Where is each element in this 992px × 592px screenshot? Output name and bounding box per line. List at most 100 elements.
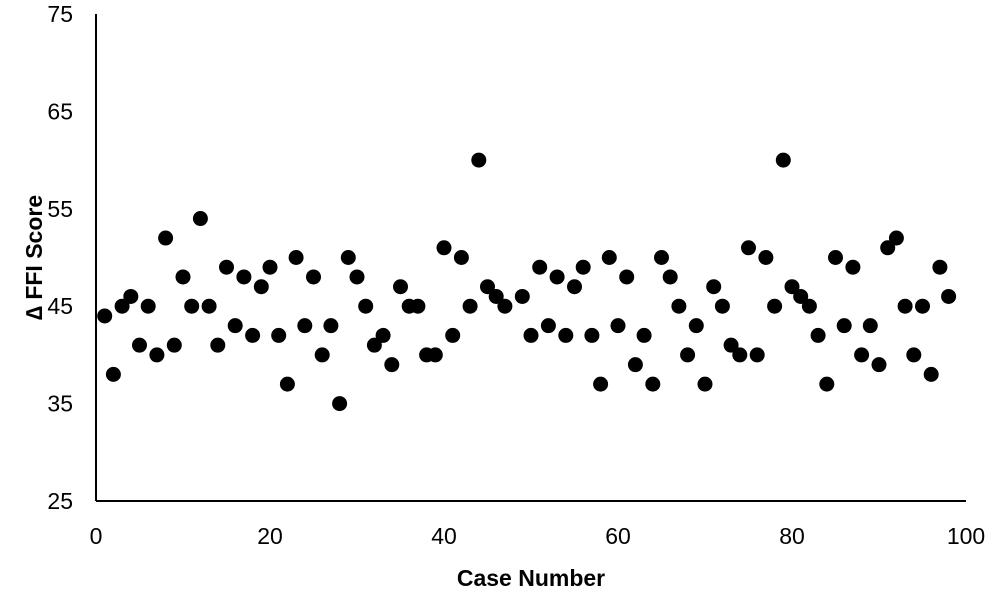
data-point	[314, 347, 330, 363]
x-axis-title: Case Number	[457, 565, 605, 591]
data-point	[915, 298, 930, 314]
data-point	[201, 298, 217, 314]
data-point	[906, 347, 922, 363]
data-point	[741, 240, 756, 256]
data-point	[358, 298, 374, 314]
data-point	[593, 376, 609, 392]
y-tick-label: 25	[47, 488, 73, 514]
data-point	[375, 327, 391, 343]
data-point	[184, 298, 200, 314]
data-point	[245, 327, 261, 343]
data-point	[714, 298, 730, 314]
data-point	[932, 259, 948, 275]
data-point	[105, 366, 121, 382]
data-point	[279, 376, 295, 392]
data-point	[219, 259, 234, 275]
x-tick-label: 60	[605, 523, 631, 549]
data-point	[123, 288, 139, 304]
axes	[95, 14, 966, 502]
data-point	[619, 269, 635, 285]
x-tick-label: 0	[90, 523, 103, 549]
y-tick-label: 35	[47, 391, 73, 417]
x-tick-label: 100	[947, 523, 985, 549]
data-point	[488, 288, 504, 304]
data-point	[236, 269, 252, 285]
data-point	[480, 279, 495, 295]
data-point	[288, 250, 304, 265]
data-point	[271, 327, 287, 343]
data-point	[445, 327, 461, 343]
data-point	[567, 279, 582, 295]
data-point	[436, 240, 452, 256]
data-point	[114, 298, 130, 314]
data-point	[166, 337, 182, 353]
x-tick-labels: 0 20 40 60 80 100	[90, 523, 986, 549]
y-tick-label: 75	[47, 1, 73, 27]
data-point	[871, 357, 887, 373]
data-point	[758, 250, 774, 265]
data-point	[723, 337, 739, 353]
data-point	[862, 318, 878, 334]
data-point	[854, 347, 870, 363]
data-point	[654, 250, 669, 265]
data-point	[262, 259, 278, 275]
x-tick-label: 40	[431, 523, 457, 549]
data-point	[349, 269, 365, 285]
data-point	[192, 211, 208, 227]
data-point	[845, 259, 861, 275]
data-point	[636, 327, 652, 343]
data-point	[775, 152, 791, 168]
data-point	[897, 298, 913, 314]
data-point	[671, 298, 687, 314]
data-point	[627, 357, 643, 373]
data-point	[923, 366, 939, 382]
data-point	[784, 279, 800, 295]
data-point	[888, 230, 904, 246]
data-point	[540, 318, 556, 334]
data-point	[801, 298, 817, 314]
data-point	[384, 357, 400, 373]
data-point	[793, 288, 809, 304]
data-point	[697, 376, 713, 392]
data-point	[297, 318, 313, 334]
y-axis-title: ∆ FFI Score	[21, 195, 47, 320]
y-tick-label: 45	[47, 293, 73, 319]
x-tick-label: 80	[779, 523, 805, 549]
x-tick-label: 20	[257, 523, 283, 549]
data-point	[158, 230, 174, 246]
data-point	[836, 318, 852, 334]
data-point	[210, 337, 226, 353]
data-point	[558, 327, 574, 343]
data-point	[453, 250, 469, 265]
data-point	[149, 347, 165, 363]
data-point	[767, 298, 783, 314]
data-point	[610, 318, 626, 334]
data-point	[175, 269, 191, 285]
data-point	[828, 250, 843, 265]
data-point	[575, 259, 591, 275]
data-point	[332, 396, 348, 412]
data-point	[810, 327, 826, 343]
data-point	[227, 318, 243, 334]
data-point	[680, 347, 696, 363]
data-point	[410, 298, 426, 314]
data-point	[732, 347, 748, 363]
data-point	[549, 269, 565, 285]
data-point	[427, 347, 443, 363]
data-point	[706, 279, 722, 295]
data-point	[340, 250, 356, 265]
data-point	[819, 376, 835, 392]
data-point	[601, 250, 617, 265]
data-point	[532, 259, 548, 275]
data-point	[471, 152, 487, 168]
data-point	[462, 298, 478, 314]
data-point	[366, 337, 382, 353]
data-point	[323, 318, 339, 334]
data-point	[393, 279, 408, 295]
data-points	[97, 152, 957, 412]
data-point	[941, 288, 957, 304]
data-point	[140, 298, 156, 314]
data-point	[645, 376, 661, 392]
